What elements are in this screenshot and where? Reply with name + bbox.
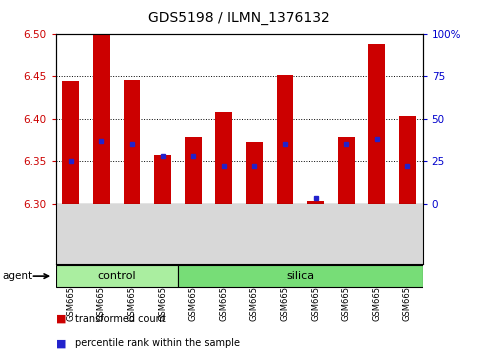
Text: ■: ■: [56, 338, 66, 348]
Text: transformed count: transformed count: [75, 314, 166, 324]
Bar: [307, 201, 324, 204]
Text: ■: ■: [56, 314, 66, 324]
Bar: [93, 34, 110, 204]
Text: agent: agent: [2, 271, 32, 281]
Bar: [124, 80, 141, 204]
Bar: [185, 137, 201, 204]
Bar: [154, 155, 171, 204]
Bar: [215, 112, 232, 204]
Bar: [62, 81, 79, 204]
Bar: [178, 265, 423, 287]
Text: silica: silica: [286, 271, 314, 281]
Bar: [246, 142, 263, 204]
Bar: [399, 116, 416, 204]
Bar: [369, 44, 385, 204]
Text: control: control: [98, 271, 136, 281]
Bar: [56, 265, 178, 287]
Bar: [277, 75, 293, 204]
Bar: [338, 137, 355, 204]
Text: percentile rank within the sample: percentile rank within the sample: [75, 338, 240, 348]
Text: GDS5198 / ILMN_1376132: GDS5198 / ILMN_1376132: [148, 11, 330, 25]
